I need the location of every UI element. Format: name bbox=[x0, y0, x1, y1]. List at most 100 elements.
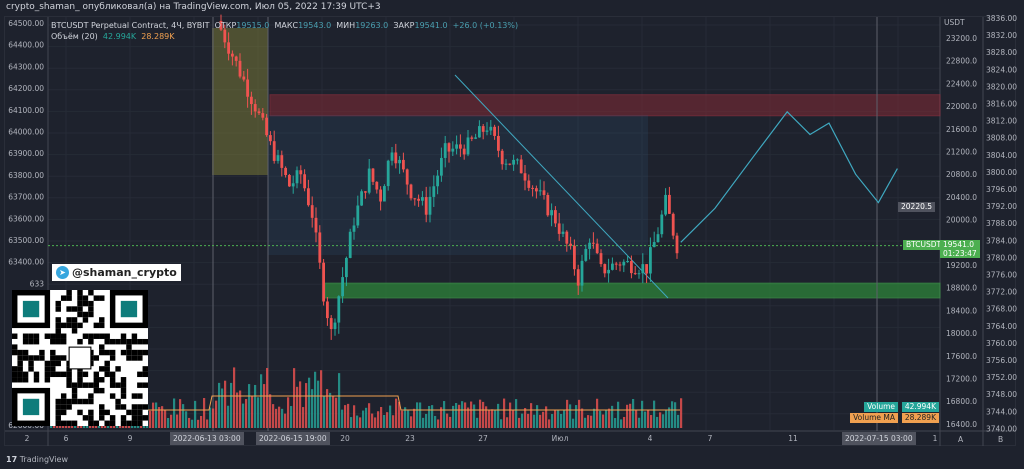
candle[interactable] bbox=[622, 261, 626, 266]
candle[interactable] bbox=[386, 160, 390, 187]
symbol-title[interactable]: BTCUSDT Perpetual Contract, 4Ч, BYBIT bbox=[51, 21, 210, 30]
candle[interactable] bbox=[443, 143, 447, 158]
candle[interactable] bbox=[497, 135, 500, 151]
candle[interactable] bbox=[436, 175, 439, 187]
candle[interactable] bbox=[314, 217, 318, 233]
candle[interactable] bbox=[238, 60, 242, 77]
candle[interactable] bbox=[478, 126, 481, 138]
tradingview-logo[interactable]: 17 TradingView bbox=[6, 455, 69, 464]
candle[interactable] bbox=[656, 234, 660, 243]
candle[interactable] bbox=[485, 130, 489, 132]
candle[interactable] bbox=[364, 191, 367, 193]
candle[interactable] bbox=[310, 205, 314, 218]
candle[interactable] bbox=[303, 174, 306, 189]
candle[interactable] bbox=[231, 53, 234, 57]
candle[interactable] bbox=[603, 264, 607, 274]
candle[interactable] bbox=[538, 190, 542, 192]
candle[interactable] bbox=[641, 264, 645, 274]
candle[interactable] bbox=[219, 20, 223, 30]
candle[interactable] bbox=[299, 170, 303, 175]
candle[interactable] bbox=[523, 173, 527, 181]
candle[interactable] bbox=[633, 273, 637, 275]
candle[interactable] bbox=[318, 232, 322, 263]
candle[interactable] bbox=[451, 148, 455, 152]
candle[interactable] bbox=[569, 243, 572, 246]
candle[interactable] bbox=[652, 242, 656, 248]
candle[interactable] bbox=[508, 163, 512, 165]
candle[interactable] bbox=[580, 260, 584, 286]
candle[interactable] bbox=[531, 187, 534, 189]
auto-scale-button[interactable]: A bbox=[958, 435, 964, 444]
candle[interactable] bbox=[337, 296, 341, 323]
candle[interactable] bbox=[542, 190, 546, 195]
candle[interactable] bbox=[345, 257, 348, 278]
candle[interactable] bbox=[413, 198, 417, 200]
candle[interactable] bbox=[402, 159, 405, 170]
candle[interactable] bbox=[588, 242, 591, 249]
candle[interactable] bbox=[592, 242, 595, 244]
candle[interactable] bbox=[618, 264, 622, 266]
forecast-path[interactable] bbox=[680, 110, 898, 243]
candle[interactable] bbox=[675, 235, 679, 254]
candle[interactable] bbox=[614, 263, 618, 265]
candle[interactable] bbox=[379, 189, 382, 202]
candle[interactable] bbox=[550, 210, 553, 216]
candle[interactable] bbox=[493, 126, 496, 136]
candle[interactable] bbox=[291, 183, 295, 187]
candle[interactable] bbox=[561, 231, 565, 234]
candle[interactable] bbox=[527, 180, 531, 188]
candle[interactable] bbox=[322, 262, 325, 302]
resistance-zone[interactable] bbox=[269, 94, 941, 117]
candle[interactable] bbox=[645, 264, 648, 274]
candle[interactable] bbox=[421, 197, 424, 201]
candle[interactable] bbox=[630, 261, 633, 274]
candle[interactable] bbox=[428, 196, 432, 215]
candle[interactable] bbox=[626, 261, 629, 263]
candle[interactable] bbox=[424, 197, 428, 215]
candle[interactable] bbox=[326, 301, 329, 319]
candle[interactable] bbox=[223, 29, 227, 43]
highlight-box[interactable] bbox=[212, 28, 268, 175]
candle[interactable] bbox=[257, 111, 261, 114]
candle[interactable] bbox=[455, 144, 458, 149]
candle[interactable] bbox=[276, 155, 280, 161]
candle[interactable] bbox=[554, 210, 557, 224]
candle[interactable] bbox=[417, 198, 420, 201]
candle[interactable] bbox=[432, 186, 436, 197]
candle[interactable] bbox=[272, 141, 276, 161]
candle[interactable] bbox=[649, 247, 652, 274]
candle[interactable] bbox=[398, 159, 401, 164]
candle[interactable] bbox=[405, 169, 409, 185]
candle[interactable] bbox=[329, 318, 333, 330]
candle[interactable] bbox=[280, 155, 284, 168]
candle[interactable] bbox=[664, 194, 667, 215]
candle[interactable] bbox=[295, 170, 299, 184]
candle[interactable] bbox=[269, 135, 272, 142]
candle[interactable] bbox=[265, 117, 268, 136]
candle[interactable] bbox=[611, 263, 614, 270]
volume-indicator-title[interactable]: Объём (20) bbox=[51, 32, 98, 41]
candle[interactable] bbox=[356, 205, 360, 226]
candle[interactable] bbox=[246, 79, 249, 97]
support-zone[interactable] bbox=[324, 282, 941, 299]
candle[interactable] bbox=[394, 152, 398, 164]
candle[interactable] bbox=[333, 322, 337, 330]
candle[interactable] bbox=[360, 191, 363, 206]
candle[interactable] bbox=[671, 213, 675, 236]
candle[interactable] bbox=[367, 168, 371, 193]
candle[interactable] bbox=[565, 231, 569, 244]
candle[interactable] bbox=[383, 186, 386, 202]
candle[interactable] bbox=[660, 214, 664, 235]
candle[interactable] bbox=[284, 167, 287, 176]
candle[interactable] bbox=[352, 225, 356, 232]
candle[interactable] bbox=[371, 168, 375, 182]
candle[interactable] bbox=[341, 277, 344, 297]
candle[interactable] bbox=[573, 245, 576, 270]
candle[interactable] bbox=[253, 104, 257, 112]
candle[interactable] bbox=[500, 150, 504, 165]
candle[interactable] bbox=[557, 223, 561, 234]
candle[interactable] bbox=[504, 163, 508, 165]
candle[interactable] bbox=[288, 175, 291, 187]
candle[interactable] bbox=[576, 269, 580, 286]
candle[interactable] bbox=[474, 137, 477, 139]
